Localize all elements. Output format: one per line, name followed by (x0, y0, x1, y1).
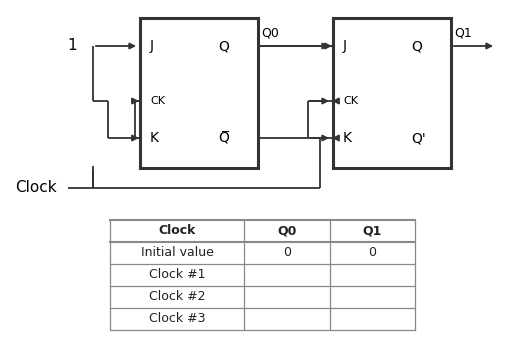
Text: 0: 0 (283, 246, 291, 259)
Text: Q': Q' (411, 131, 426, 145)
Text: Q̅: Q̅ (218, 131, 229, 145)
Text: 1: 1 (67, 39, 77, 53)
Text: CK: CK (150, 96, 165, 106)
Text: K: K (343, 131, 352, 145)
Text: CK: CK (343, 96, 358, 106)
Text: Q: Q (411, 39, 422, 53)
Text: Q1: Q1 (454, 27, 472, 40)
Bar (140, 18, 258, 168)
Text: Q0: Q0 (277, 225, 297, 237)
Text: Clock #2: Clock #2 (149, 290, 205, 304)
Text: Clock: Clock (15, 180, 57, 196)
Text: 0: 0 (368, 246, 376, 259)
Text: Clock #1: Clock #1 (149, 268, 205, 282)
Text: Q0: Q0 (261, 27, 279, 40)
Text: J: J (150, 39, 154, 53)
Text: K: K (150, 131, 159, 145)
Text: Clock: Clock (158, 225, 196, 237)
Text: Initial value: Initial value (140, 246, 213, 259)
Text: Q1: Q1 (363, 225, 382, 237)
Text: Clock #3: Clock #3 (149, 313, 205, 325)
Text: J: J (343, 39, 347, 53)
Bar (333, 18, 451, 168)
Text: Q: Q (218, 39, 229, 53)
